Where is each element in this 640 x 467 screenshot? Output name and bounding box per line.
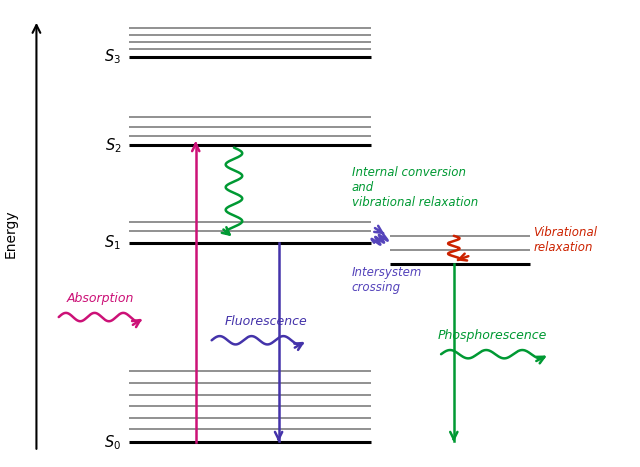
Text: $S_3$: $S_3$ bbox=[104, 48, 121, 66]
Text: Vibrational
relaxation: Vibrational relaxation bbox=[534, 226, 598, 255]
Text: $S_0$: $S_0$ bbox=[104, 433, 121, 452]
Text: Absorption: Absorption bbox=[67, 292, 134, 305]
Text: Fluorescence: Fluorescence bbox=[225, 315, 307, 328]
Text: $S_1$: $S_1$ bbox=[104, 234, 121, 252]
Text: Internal conversion
and
vibrational relaxation: Internal conversion and vibrational rela… bbox=[352, 166, 478, 209]
Text: Intersystem
crossing: Intersystem crossing bbox=[352, 266, 422, 294]
Text: Energy: Energy bbox=[4, 209, 18, 258]
Text: $S_2$: $S_2$ bbox=[104, 136, 121, 155]
Text: Phosphorescence: Phosphorescence bbox=[437, 329, 547, 342]
